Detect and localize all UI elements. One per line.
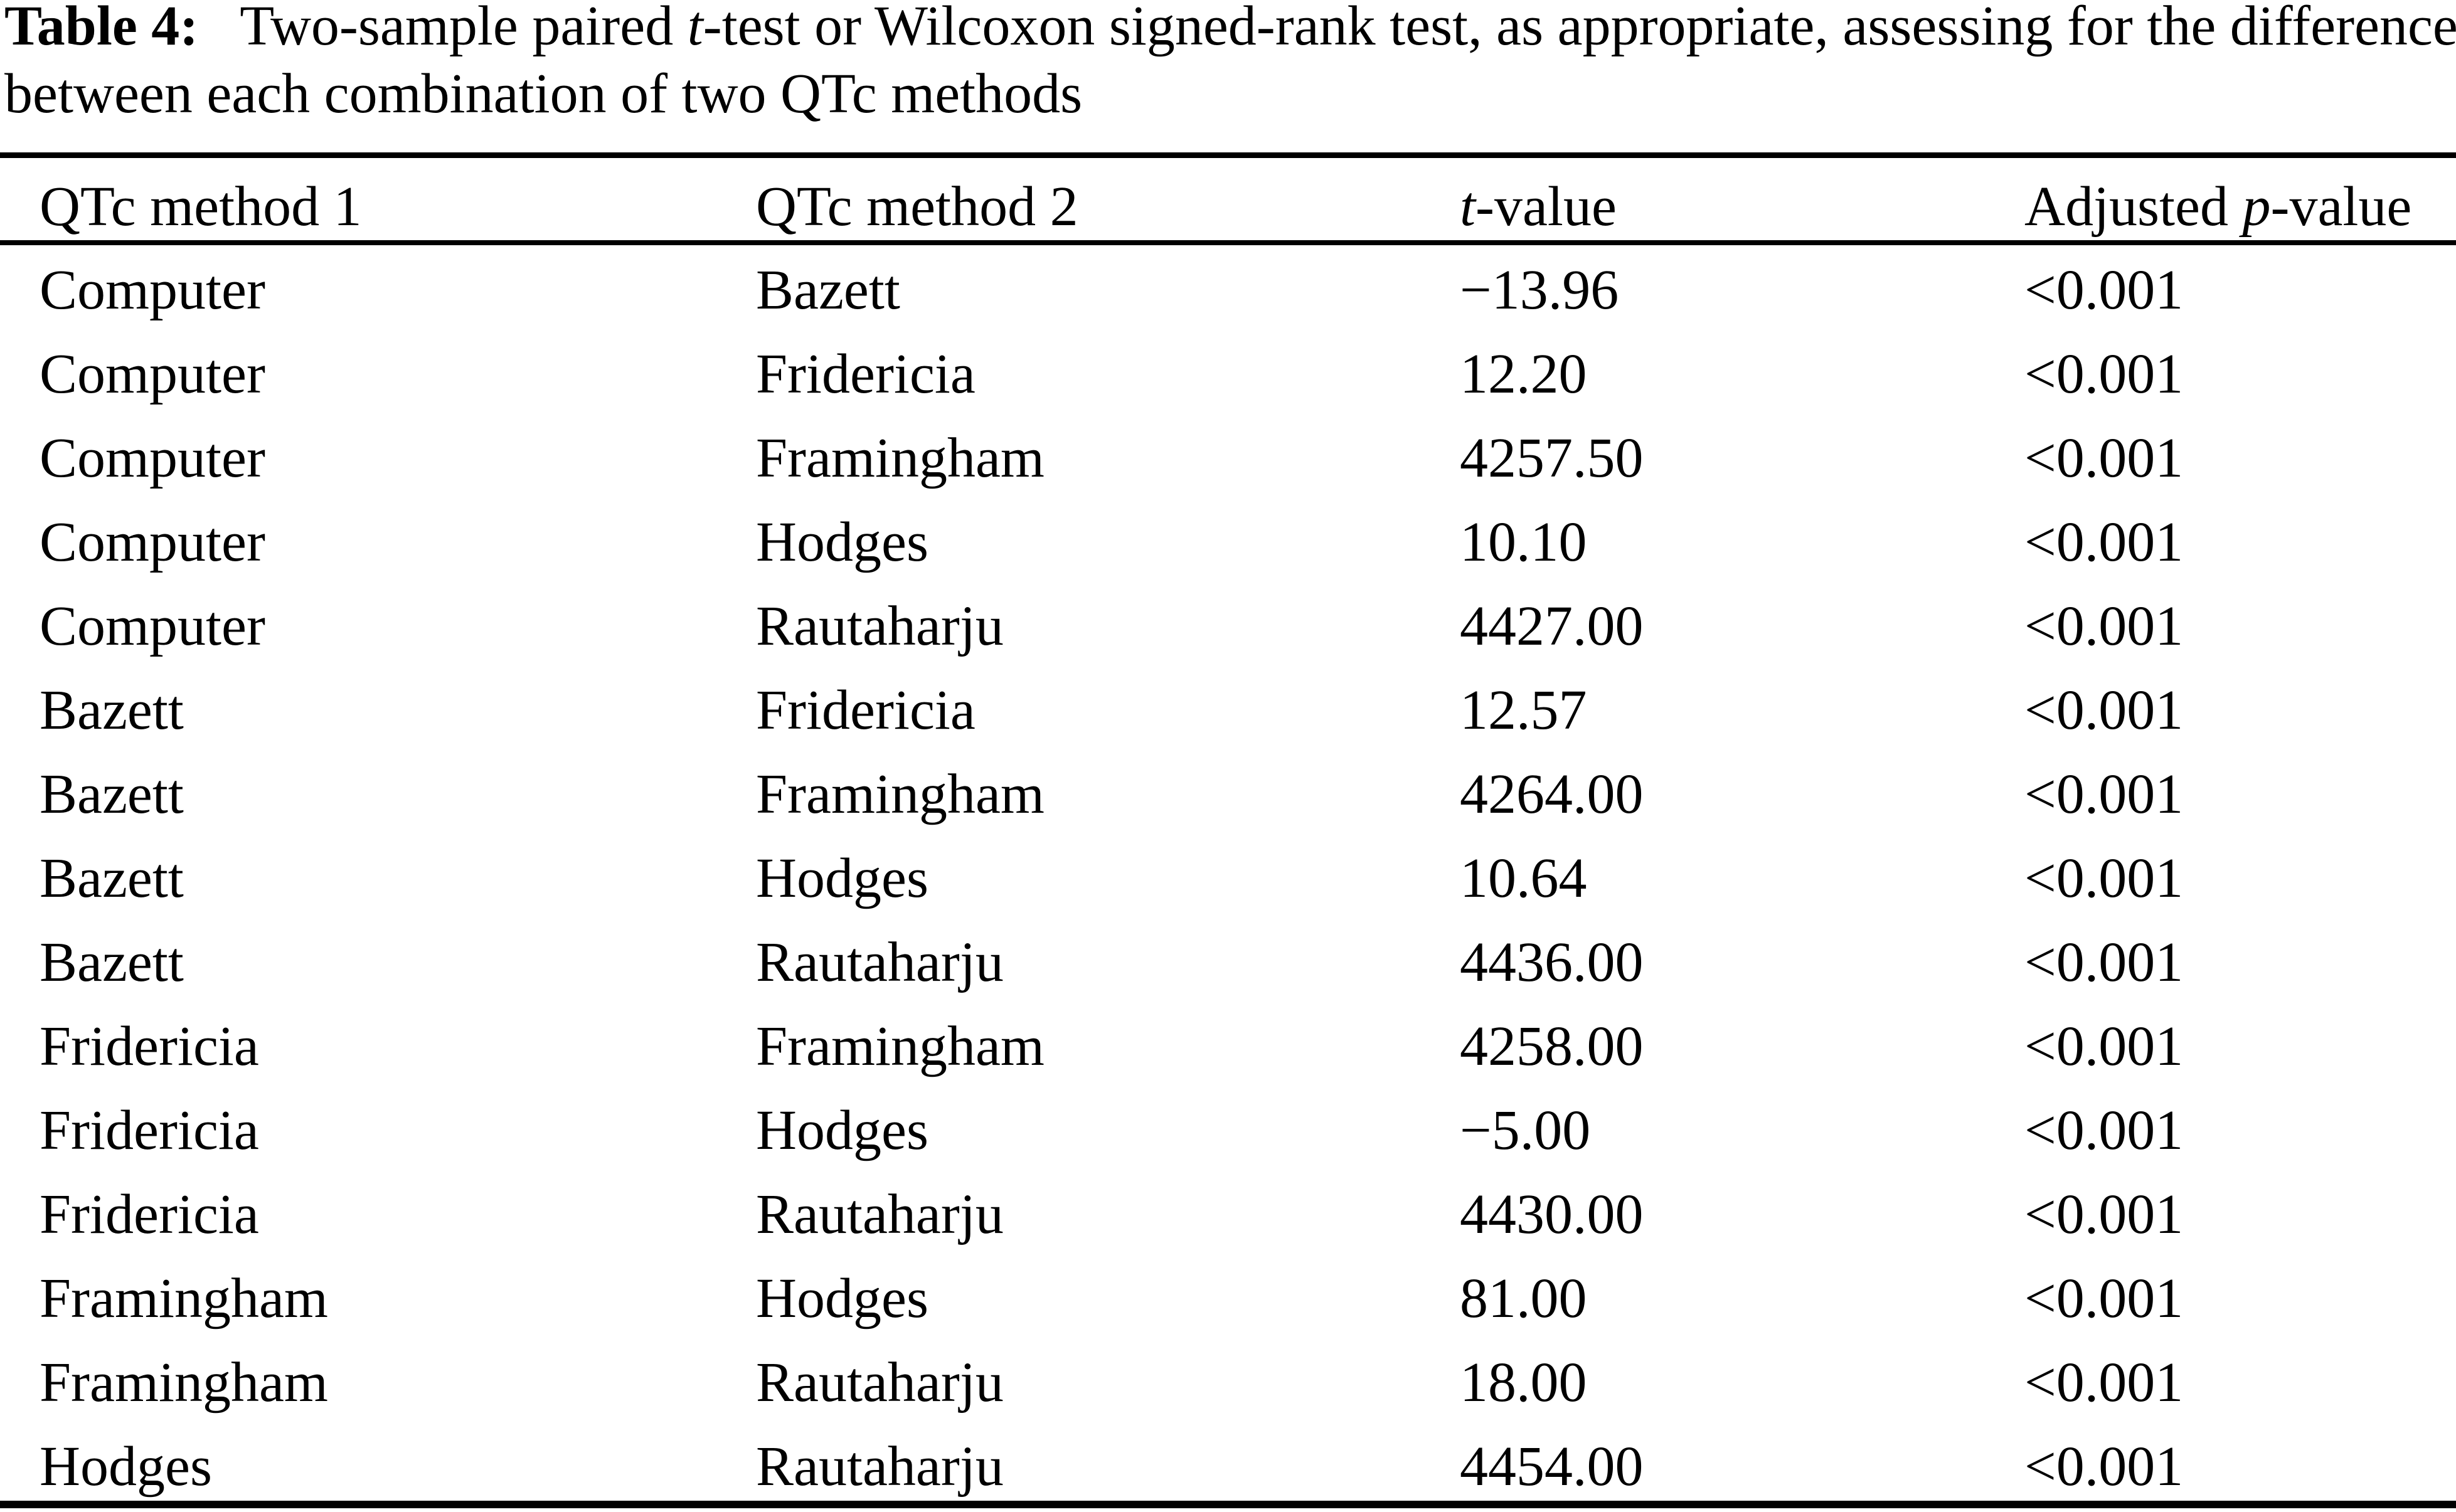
cell-qtc-method-2: Framingham [756,427,1045,489]
cell-qtc-method-2: Rautaharju [756,1435,1004,1498]
cell-t-value: 4258.00 [1460,1015,1644,1077]
table-row: Computer Bazett −13.96 <0.001 [0,262,2456,319]
caption-text-post: -test or Wilcoxon signed-rank test, as a… [703,0,2456,57]
table-row: Bazett Framingham 4264.00 <0.001 [0,766,2456,823]
cell-t-value: 4430.00 [1460,1183,1644,1245]
cell-qtc-method-2: Fridericia [756,343,975,405]
cell-qtc-method-1: Fridericia [40,1183,259,1245]
cell-qtc-method-1: Bazett [40,931,184,993]
table-row: Framingham Rautaharju 18.00 <0.001 [0,1355,2456,1411]
table-row: Fridericia Hodges −5.00 <0.001 [0,1102,2456,1159]
cell-qtc-method-1: Computer [40,595,265,657]
table-row: Framingham Hodges 81.00 <0.001 [0,1271,2456,1327]
header-qtc-method-1: QTc method 1 [40,176,362,238]
cell-qtc-method-1: Bazett [40,847,184,909]
cell-qtc-method-1: Computer [40,259,265,321]
cell-qtc-method-2: Framingham [756,1015,1045,1077]
caption-italic-t: t [687,0,703,57]
cell-qtc-method-2: Rautaharju [756,595,1004,657]
cell-p-value: <0.001 [2024,679,2184,741]
table-row: Computer Fridericia 12.20 <0.001 [0,346,2456,403]
cell-qtc-method-2: Hodges [756,511,928,573]
header-p-value-rest: -value [2270,176,2412,238]
header-adjusted-p-value: Adjusted p-value [2024,179,2411,235]
caption-text-pre: Two-sample paired [240,0,688,57]
caption-line-1: Table 4: Two-sample paired t-test or Wilc… [4,0,2456,57]
table-row: Bazett Hodges 10.64 <0.001 [0,850,2456,907]
header-t-value-italic: t [1460,176,1476,238]
cell-p-value: <0.001 [2024,427,2184,489]
table-row: Fridericia Framingham 4258.00 <0.001 [0,1018,2456,1075]
table-row: Computer Framingham 4257.50 <0.001 [0,430,2456,487]
cell-qtc-method-1: Bazett [40,763,184,825]
cell-t-value: 81.00 [1460,1267,1587,1330]
cell-qtc-method-2: Framingham [756,763,1045,825]
cell-t-value: 4454.00 [1460,1435,1644,1498]
cell-t-value: −13.96 [1460,259,1619,321]
cell-p-value: <0.001 [2024,1015,2184,1077]
cell-qtc-method-1: Hodges [40,1435,212,1498]
caption-line-2: between each combination of two QTc meth… [4,63,1083,125]
cell-qtc-method-2: Fridericia [756,679,975,741]
cell-qtc-method-1: Computer [40,427,265,489]
cell-qtc-method-2: Bazett [756,259,900,321]
table-row: Computer Hodges 10.10 <0.001 [0,514,2456,571]
header-qtc-method-2: QTc method 2 [756,176,1078,238]
cell-p-value: <0.001 [2024,259,2184,321]
cell-p-value: <0.001 [2024,595,2184,657]
cell-p-value: <0.001 [2024,931,2184,993]
cell-t-value: 4436.00 [1460,931,1644,993]
header-t-value-rest: -value [1475,176,1617,238]
cell-p-value: <0.001 [2024,343,2184,405]
table-row: Hodges Rautaharju 4454.00 <0.001 [0,1439,2456,1495]
cell-qtc-method-1: Bazett [40,679,184,741]
header-p-value-pre: Adjusted [2024,176,2243,238]
table-header-rule [0,240,2456,245]
cell-t-value: 12.57 [1460,679,1587,741]
cell-p-value: <0.001 [2024,1267,2184,1330]
caption-label: Table 4: [4,0,199,57]
cell-qtc-method-2: Hodges [756,1099,928,1161]
cell-qtc-method-1: Fridericia [40,1099,259,1161]
cell-t-value: 10.64 [1460,847,1587,909]
cell-qtc-method-2: Rautaharju [756,931,1004,993]
cell-t-value: −5.00 [1460,1099,1591,1161]
table-row: Fridericia Rautaharju 4430.00 <0.001 [0,1187,2456,1243]
cell-qtc-method-2: Rautaharju [756,1351,1004,1414]
cell-t-value: 10.10 [1460,511,1587,573]
header-p-value-italic: p [2242,176,2271,238]
cell-qtc-method-1: Framingham [40,1267,328,1330]
header-t-value: t-value [1460,179,1617,235]
cell-p-value: <0.001 [2024,847,2184,909]
cell-p-value: <0.001 [2024,511,2184,573]
table-top-rule [0,152,2456,158]
cell-t-value: 4264.00 [1460,763,1644,825]
cell-p-value: <0.001 [2024,1099,2184,1161]
cell-qtc-method-2: Hodges [756,847,928,909]
cell-qtc-method-1: Computer [40,511,265,573]
table-row: Bazett Fridericia 12.57 <0.001 [0,682,2456,739]
table-row: Bazett Rautaharju 4436.00 <0.001 [0,934,2456,991]
cell-t-value: 18.00 [1460,1351,1587,1414]
cell-qtc-method-1: Computer [40,343,265,405]
cell-qtc-method-1: Fridericia [40,1015,259,1077]
cell-p-value: <0.001 [2024,1183,2184,1245]
cell-t-value: 4427.00 [1460,595,1644,657]
table-header-row: QTc method 1 QTc method 2 t-value Adjust… [0,179,2456,235]
cell-p-value: <0.001 [2024,763,2184,825]
cell-p-value: <0.001 [2024,1351,2184,1414]
cell-p-value: <0.001 [2024,1435,2184,1498]
table-bottom-rule [0,1501,2456,1508]
cell-t-value: 4257.50 [1460,427,1644,489]
cell-qtc-method-2: Rautaharju [756,1183,1004,1245]
cell-qtc-method-2: Hodges [756,1267,928,1330]
table-row: Computer Rautaharju 4427.00 <0.001 [0,598,2456,655]
cell-t-value: 12.20 [1460,343,1587,405]
cell-qtc-method-1: Framingham [40,1351,328,1414]
